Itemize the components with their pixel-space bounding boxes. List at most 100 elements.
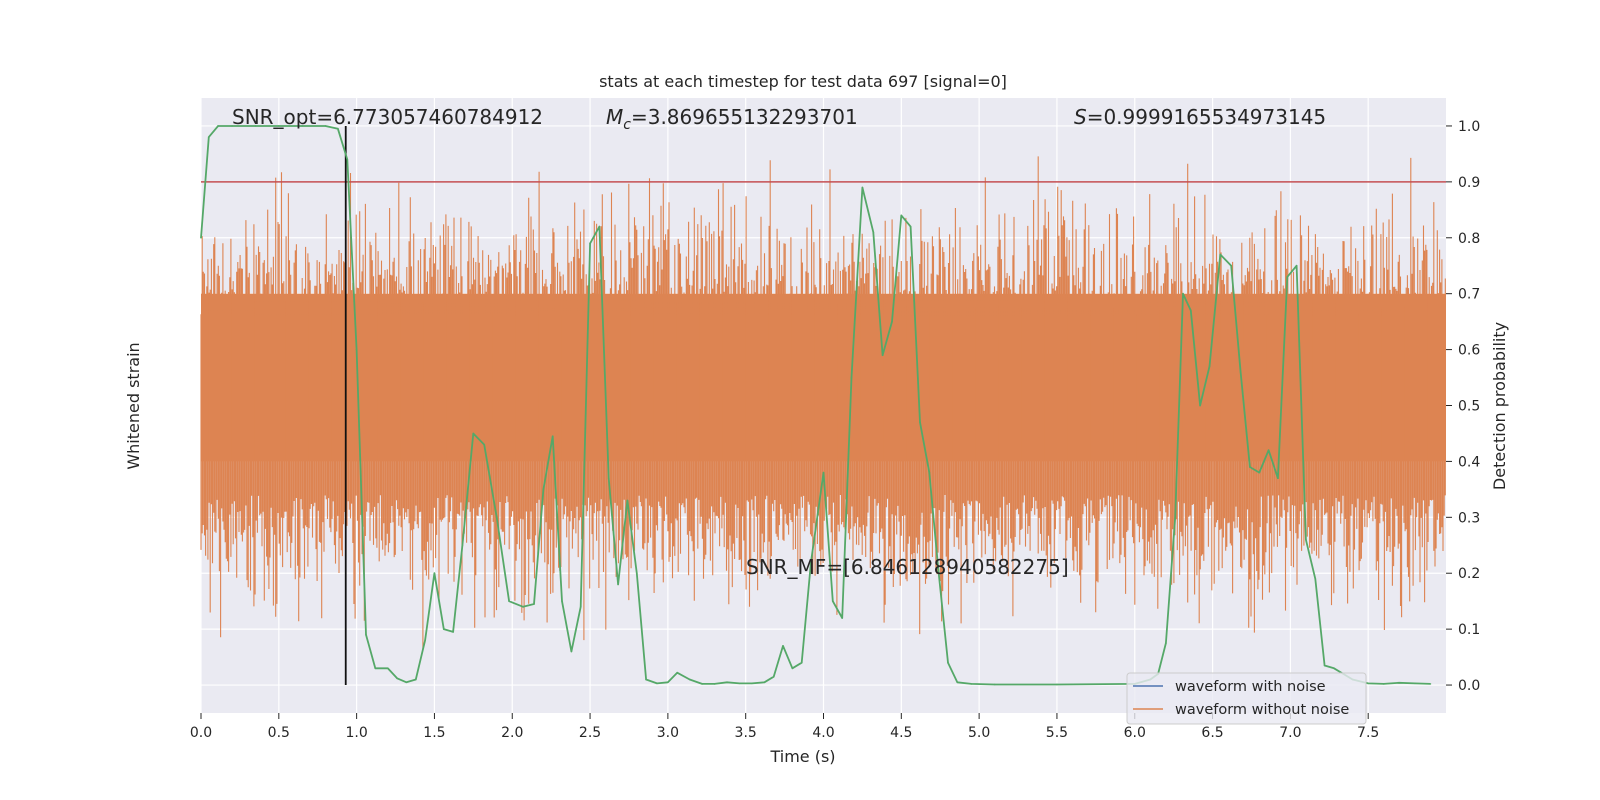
detection-probability-point-66 — [928, 471, 931, 474]
detection-probability-point-58 — [850, 376, 853, 379]
detection-probability-point-52 — [791, 667, 794, 670]
annotation-chirp-mass-symbol: M — [606, 105, 623, 129]
detection-probability-point-55 — [822, 471, 825, 474]
detection-probability-point-63 — [900, 214, 903, 217]
y-right-tick-label-8: 0.8 — [1458, 231, 1480, 247]
detection-probability-point-89 — [1286, 276, 1289, 278]
x-tick-label-12: 6.0 — [1124, 725, 1146, 741]
detection-probability-point-5 — [278, 125, 280, 127]
detection-probability-point-12 — [374, 667, 377, 670]
x-tick-label-14: 7.0 — [1279, 725, 1301, 741]
detection-probability-point-36 — [617, 583, 619, 586]
x-tick-label-4: 2.0 — [501, 725, 523, 741]
detection-probability-point-50 — [772, 675, 775, 678]
detection-probability-point-4 — [254, 125, 257, 127]
annotation-chirp-mass: Mc=3.869655132293701 — [606, 105, 858, 133]
detection-probability-point-76 — [1165, 642, 1167, 644]
annotation-statistic-symbol: S — [1074, 105, 1087, 129]
legend: waveform with noise waveform without noi… — [1126, 672, 1367, 725]
detection-probability-point-18 — [433, 572, 436, 575]
detection-probability-point-53 — [800, 661, 803, 664]
detection-probability-point-23 — [483, 443, 486, 446]
detection-probability-point-31 — [570, 650, 573, 653]
y-axis-left-label: Whitened strain — [124, 342, 143, 469]
y-right-tick-label-1: 0.1 — [1458, 622, 1480, 638]
detection-probability-point-21 — [461, 544, 464, 547]
y-axis-right-label: Detection probability — [1490, 322, 1509, 490]
detection-probability-point-93 — [1323, 664, 1326, 667]
y-right-tick-label-5: 0.5 — [1458, 399, 1480, 415]
detection-probability-point-38 — [635, 572, 638, 575]
detection-probability-point-57 — [841, 617, 843, 619]
detection-probability-point-94 — [1333, 667, 1335, 670]
detection-probability-point-54 — [810, 561, 812, 563]
legend-box — [1126, 672, 1367, 725]
detection-probability-point-91 — [1305, 538, 1307, 541]
detection-probability-point-35 — [607, 477, 610, 479]
detection-probability-point-49 — [763, 681, 766, 684]
detection-probability-point-87 — [1267, 449, 1270, 452]
detection-probability-point-60 — [872, 231, 875, 233]
detection-probability-point-86 — [1258, 471, 1261, 474]
series-waveform-without-noise-trace — [200, 156, 1446, 651]
detection-probability-point-14 — [396, 677, 398, 680]
detection-probability-point-97 — [1367, 682, 1369, 685]
y-right-tick-label-3: 0.3 — [1458, 510, 1480, 526]
y-right-tick-label-9: 0.9 — [1458, 175, 1480, 191]
detection-probability-point-34 — [598, 225, 601, 228]
detection-probability-point-7 — [324, 125, 327, 127]
detection-probability-point-22 — [472, 432, 475, 435]
detection-probability-point-39 — [645, 678, 647, 681]
detection-probability-point-98 — [1382, 683, 1385, 685]
x-axis-label: Time (s) — [769, 747, 835, 766]
series-detection-probability-line — [200, 125, 1431, 686]
detection-probability-point-42 — [676, 671, 679, 674]
detection-probability-point-33 — [589, 242, 591, 245]
x-tick-label-5: 2.5 — [579, 725, 601, 741]
x-tick-label-13: 6.5 — [1201, 725, 1223, 741]
x-tick-label-1: 0.5 — [268, 725, 290, 741]
detection-probability-point-48 — [751, 682, 753, 685]
detection-probability-point-43 — [688, 678, 691, 681]
detection-probability-point-27 — [533, 603, 535, 605]
detection-probability-point-77 — [1174, 516, 1177, 519]
detection-probability-point-62 — [891, 320, 893, 323]
detection-probability-point-41 — [667, 681, 669, 684]
detection-probability-point-51 — [782, 645, 784, 647]
detection-probability-point-65 — [919, 421, 921, 424]
detection-probability-point-56 — [832, 600, 834, 602]
detection-probability-point-25 — [508, 600, 510, 602]
detection-probability-point-24 — [495, 516, 498, 519]
y-right-tick-label-7: 0.7 — [1458, 287, 1480, 303]
detection-probability-point-100 — [1414, 682, 1416, 685]
detection-probability-point-79 — [1189, 309, 1192, 312]
detection-probability-point-90 — [1295, 264, 1298, 267]
detection-probability-point-99 — [1398, 682, 1401, 684]
y-right-tick-label-0: 0.0 — [1458, 678, 1480, 694]
legend-label-without-noise: waveform without noise — [1175, 702, 1349, 718]
detection-probability-point-16 — [414, 678, 417, 681]
detection-probability-point-59 — [861, 186, 864, 189]
detection-probability-point-3 — [231, 125, 233, 127]
detection-probability-point-9 — [346, 158, 349, 161]
detection-probability-point-71 — [993, 683, 996, 686]
detection-probability-point-88 — [1277, 477, 1279, 479]
detection-probability-point-6 — [301, 125, 303, 127]
annotation-chirp-mass-value: =3.869655132293701 — [631, 105, 858, 129]
detection-probability-point-32 — [579, 605, 582, 608]
x-tick-label-11: 5.5 — [1046, 725, 1068, 741]
detection-probability-point-30 — [561, 600, 563, 602]
x-tick-label-7: 3.5 — [735, 725, 757, 741]
annotation-chirp-mass-subscript: c — [623, 117, 631, 133]
detection-probability-point-17 — [424, 639, 426, 642]
x-tick-label-3: 1.5 — [423, 725, 445, 741]
annotation-snr-mf: SNR_MF=[6.846128940582275] — [746, 555, 1069, 579]
chart-title: stats at each timestep for test data 697… — [599, 72, 1007, 91]
annotation-statistic: S=0.9999165534973145 — [1074, 105, 1326, 129]
detection-probability-point-81 — [1208, 365, 1211, 368]
detection-probability-point-37 — [626, 499, 629, 502]
detection-probability-point-44 — [701, 683, 703, 685]
detection-probability-point-11 — [365, 633, 367, 636]
detection-probability-point-84 — [1239, 371, 1242, 373]
detection-probability-point-40 — [656, 682, 658, 685]
